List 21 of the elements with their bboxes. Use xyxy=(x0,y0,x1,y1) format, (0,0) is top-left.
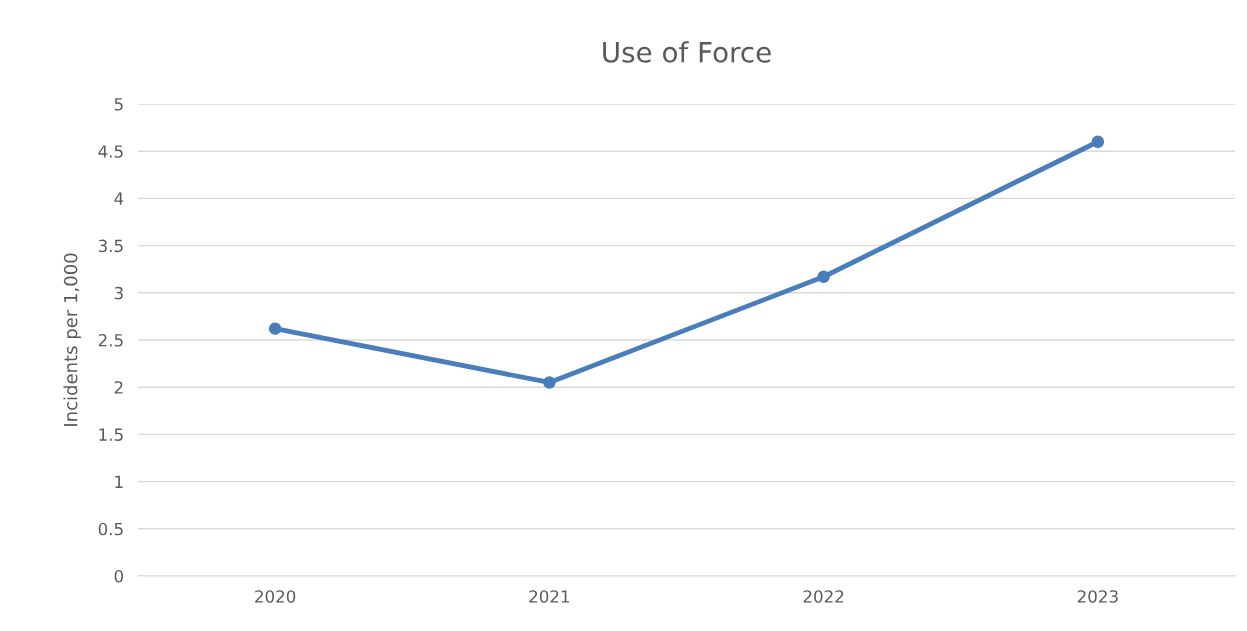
y-tick-label: 0 xyxy=(114,569,123,583)
y-tick-label: 3 xyxy=(114,286,123,300)
x-tick-label: 2020 xyxy=(255,590,296,603)
point xyxy=(268,322,282,335)
y-tick-label: 0.5 xyxy=(98,522,123,536)
y-axis-title: Incidents per 1,000 xyxy=(63,253,81,426)
y-tick-label: 3.5 xyxy=(98,239,123,253)
chart-title: Use of Force xyxy=(603,41,771,63)
y-tick-label: 4 xyxy=(114,192,124,205)
y-tick-label: 1 xyxy=(115,475,123,488)
point xyxy=(817,270,830,284)
x-tick-label: 2023 xyxy=(1077,590,1118,603)
y-tick-label: 4.5 xyxy=(98,145,123,158)
point xyxy=(1091,135,1105,149)
y-tick-label: 5 xyxy=(114,98,123,111)
y-tick-label: 2.5 xyxy=(98,333,123,347)
x-tick-label: 2021 xyxy=(529,590,570,603)
y-tick-label: 1.5 xyxy=(99,428,123,441)
x-tick-label: 2022 xyxy=(803,590,844,603)
y-tick-label: 2 xyxy=(114,381,123,394)
point xyxy=(543,376,556,389)
